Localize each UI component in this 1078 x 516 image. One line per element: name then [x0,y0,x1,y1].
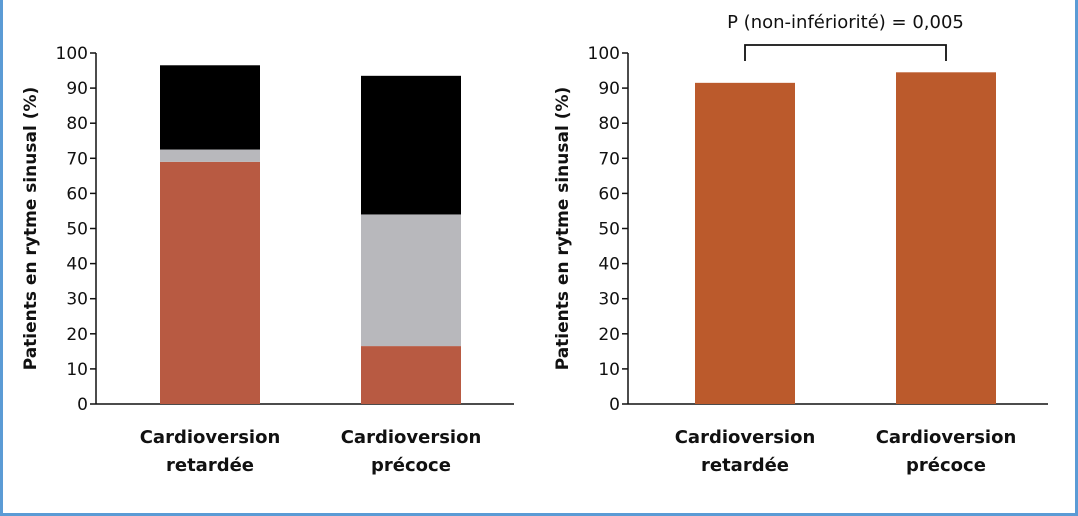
chart2-y-tick-label: 0 [609,395,620,415]
chart1-y-tick-label: 10 [66,360,88,380]
chart2-y-axis-label: Patients en rytme sinusal (%) [553,87,573,371]
chart2-y-tick-label: 100 [588,44,620,64]
chart2-category-label: précoce [906,455,986,476]
chart1-category-label: Cardioversion [341,427,482,448]
chart1-y-tick-label: 30 [66,290,88,310]
chart1-category-label: retardée [166,455,254,476]
chart2-y-tick-label: 90 [598,79,620,99]
chart2-category-label: Cardioversion [876,427,1017,448]
chart1-bar-segment-3 [160,65,260,150]
chart2-y-tick-label: 10 [598,360,620,380]
chart1-y-tick-label: 50 [66,220,88,240]
chart2-p-value-annotation: P (non-infériorité) = 0,005 [727,12,964,33]
chart2-y-tick-label: 40 [598,255,620,275]
chart2-y-tick-label: 80 [598,114,620,134]
chart1-category-label: précoce [371,455,451,476]
chart2-y-tick-label: 60 [598,184,620,204]
chart1-y-tick-label: 0 [77,395,88,415]
chart1-bar-segment-1 [160,161,260,404]
chart1-y-tick-label: 60 [66,184,88,204]
chart1-y-tick-label: 90 [66,79,88,99]
chart2-y-tick-label: 20 [598,325,620,345]
chart2-category-label: retardée [701,455,789,476]
chart2-bar [695,82,795,405]
chart1-category-label: Cardioversion [140,427,281,448]
chart1-bar-segment-2 [160,149,260,162]
chart1-y-tick-label: 100 [56,44,88,64]
chart1-y-tick-label: 20 [66,325,88,345]
chart1-y-tick-label: 70 [66,149,88,169]
chart2-y-tick-label: 50 [598,220,620,240]
chart1-bar-segment-3 [361,75,461,215]
chart2-significance-bracket [744,44,947,61]
chart2-category-label: Cardioversion [675,427,816,448]
chart1-y-tick-label: 80 [66,114,88,134]
chart1-y-axis-label: Patients en rytme sinusal (%) [21,87,41,371]
chart2-y-tick-label: 30 [598,290,620,310]
chart1-y-tick-label: 40 [66,255,88,275]
chart1-bar-segment-1 [361,346,461,404]
chart2-y-tick-label: 70 [598,149,620,169]
chart2-bar [896,72,996,405]
chart1-bar-segment-2 [361,214,461,347]
